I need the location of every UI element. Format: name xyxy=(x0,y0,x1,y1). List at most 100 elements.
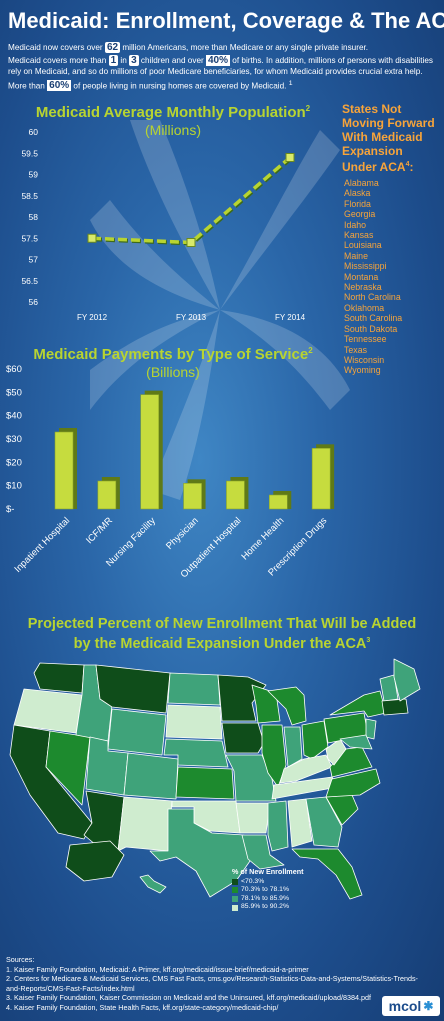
page-title: Medicaid: Enrollment, Coverage & The ACA xyxy=(8,8,444,33)
x-tick-label: Physician xyxy=(164,515,201,552)
state-ohio xyxy=(301,720,329,760)
stat-highlight: 40% xyxy=(206,55,231,67)
intro-text-span: Medicaid covers more than xyxy=(8,56,109,66)
source-item: 3. Kaiser Family Foundation, Kaiser Comm… xyxy=(6,993,372,1003)
state-alaska xyxy=(65,840,125,882)
states-heading-line: With Medicaid xyxy=(342,130,423,144)
map-title-footnote: 3 xyxy=(366,637,371,645)
state-list-item: Kansas xyxy=(344,230,374,241)
bar xyxy=(226,480,245,510)
state-list-item: Nebraska xyxy=(344,282,382,293)
y-tick-label: 56.5 xyxy=(21,276,38,286)
state-nebraska xyxy=(163,738,229,768)
state-florida xyxy=(291,848,363,900)
legend-title: % of New Enrollment xyxy=(232,867,304,876)
state-list-item: Tennessee xyxy=(344,334,387,345)
y-tick-label: $40 xyxy=(6,411,22,422)
mcol-logo: mcol ✱ xyxy=(382,996,440,1016)
chart2-title: Medicaid Payments by Type of Service2 xyxy=(8,346,338,363)
state-new-york xyxy=(329,690,387,718)
state-north-carolina xyxy=(325,768,381,798)
states-heading-line: Expansion xyxy=(342,144,403,158)
y-tick-label: 56 xyxy=(29,297,39,307)
legend-label: 70.3% to 78.1% xyxy=(241,886,289,894)
intro-paragraph-2: Medicaid covers more than 1 in 3 childre… xyxy=(8,55,440,92)
intro-text-span: million Americans, more than Medicare or… xyxy=(120,43,369,52)
state-list-item: Louisiana xyxy=(344,240,382,251)
bar xyxy=(183,483,202,510)
data-point xyxy=(285,153,295,162)
bar xyxy=(268,494,288,510)
series-line xyxy=(91,156,292,245)
state-list-item: Montana xyxy=(344,271,379,282)
state-missouri xyxy=(225,754,277,802)
state-list-item: Maine xyxy=(344,250,368,261)
y-tick-label: 58 xyxy=(29,212,39,222)
y-tick-label: $50 xyxy=(6,387,22,398)
state-list-item: South Carolina xyxy=(344,313,403,324)
state-washington xyxy=(33,662,85,694)
state-vermont-new-hampshire xyxy=(379,674,399,702)
us-enrollment-map xyxy=(9,658,421,900)
background-swirl xyxy=(90,120,350,500)
chart1-title-text: Medicaid Average Monthly Population xyxy=(35,104,306,121)
x-tick-label: Home Health xyxy=(239,515,286,562)
legend-item: <70.3% xyxy=(232,878,303,887)
legend-swatch xyxy=(232,904,238,911)
state-list-item: Mississippi xyxy=(344,261,387,272)
legend-item: 70.3% to 78.1% xyxy=(232,886,303,895)
legend-swatch xyxy=(232,896,238,903)
state-list-item: Florida xyxy=(344,198,371,209)
intro-text: Medicaid now covers over 62 million Amer… xyxy=(8,42,440,94)
states-heading-colon: : xyxy=(409,160,414,174)
state-list-item: Wyoming xyxy=(344,365,381,376)
y-tick-label: $60 xyxy=(6,364,22,375)
state-hawaii xyxy=(139,874,167,894)
legend-item: 78.1% to 85.9% xyxy=(232,895,303,904)
states-heading-line: Under ACA4: xyxy=(342,158,442,174)
intro-text-span: children and over xyxy=(138,56,206,66)
states-heading-text: Under ACA xyxy=(342,160,406,174)
intro-text-span: of people living in nursing homes are co… xyxy=(71,81,289,91)
x-tick-label: FY 2012 xyxy=(77,313,108,322)
intro-paragraph-1: Medicaid now covers over 62 million Amer… xyxy=(8,42,440,53)
stat-highlight: 3 xyxy=(129,55,139,67)
intro-text-span: of births. In addition, millions of pers… xyxy=(8,56,433,91)
logo-text: mcol xyxy=(388,998,422,1014)
state-mississippi xyxy=(267,800,289,852)
stat-highlight: 62 xyxy=(104,42,121,53)
state-iowa xyxy=(221,722,265,754)
legend-swatch xyxy=(232,878,238,885)
chart2-subtitle: (Billions) xyxy=(146,364,200,380)
y-tick-label: 57 xyxy=(29,255,39,265)
chart2-title-text: Medicaid Payments by Type of Service xyxy=(33,346,309,363)
state-list-item: North Carolina xyxy=(344,292,401,303)
state-list-item: Alaska xyxy=(344,188,371,199)
y-tick-label: $30 xyxy=(6,434,22,445)
states-heading-footnote: 4 xyxy=(405,161,410,168)
state-maine xyxy=(393,658,421,702)
stat-highlight: 60% xyxy=(47,80,72,92)
state-list-item: Idaho xyxy=(344,219,367,230)
state-list-item: Wisconsin xyxy=(344,354,385,365)
x-tick-label: FY 2014 xyxy=(275,313,306,322)
chart1-title-footnote: 2 xyxy=(305,104,311,113)
footnote-ref: 1 xyxy=(288,79,293,87)
states-heading-line: Moving Forward xyxy=(342,116,435,130)
source-item: 2. Centers for Medicare & Medicaid Servi… xyxy=(6,974,418,993)
intro-text-span: Medicaid now covers over xyxy=(8,43,105,52)
state-list-item: Texas xyxy=(344,344,367,355)
states-heading-line: States Not xyxy=(342,102,402,116)
legend-label: <70.3% xyxy=(241,877,265,885)
map-title-line-2: by the Medicaid Expansion Under the ACA3 xyxy=(0,636,444,652)
source-item: 4. Kaiser Family Foundation, State Healt… xyxy=(6,1002,279,1012)
state-maryland-delaware xyxy=(339,734,373,750)
y-tick-label: 59.5 xyxy=(21,148,38,158)
state-texas xyxy=(149,808,251,898)
intro-text-span: in xyxy=(118,56,130,66)
state-massachusetts-ct-ri xyxy=(381,698,409,716)
map-title-text: by the Medicaid Expansion Under the ACA xyxy=(73,636,367,652)
state-list-item: Georgia xyxy=(344,209,376,220)
state-kansas xyxy=(175,766,235,800)
